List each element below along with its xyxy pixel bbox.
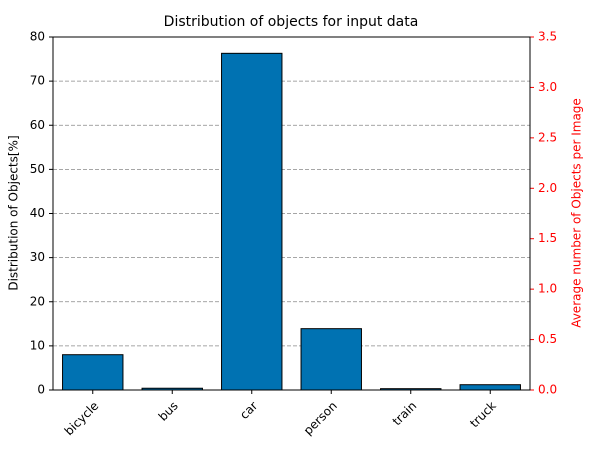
y2-axis-label: Average number of Objects per Image bbox=[570, 98, 584, 328]
y-tick-label: 80 bbox=[30, 30, 45, 44]
x-tick-label: train bbox=[390, 399, 420, 429]
x-tick-label: bus bbox=[156, 399, 181, 424]
y-tick-label: 20 bbox=[30, 294, 45, 308]
y2-tick-label: 0.0 bbox=[538, 383, 557, 397]
y-tick-label: 0 bbox=[37, 383, 45, 397]
y2-tick-label: 3.5 bbox=[538, 30, 557, 44]
y2-tick-label: 3.0 bbox=[538, 80, 557, 94]
plot-frame bbox=[52, 36, 531, 391]
y2-tick-label: 1.0 bbox=[538, 282, 557, 296]
chart-title: Distribution of objects for input data bbox=[164, 14, 419, 30]
y-tick-label: 10 bbox=[30, 338, 45, 352]
y2-tick-label: 1.5 bbox=[538, 231, 557, 245]
y-tick-label: 50 bbox=[30, 162, 45, 176]
y2-tick-label: 0.5 bbox=[538, 332, 557, 346]
y-tick-label: 60 bbox=[30, 118, 45, 132]
bar bbox=[221, 52, 283, 391]
x-tick-label: bicycle bbox=[62, 399, 102, 439]
x-tick-label: truck bbox=[467, 399, 499, 431]
bar bbox=[459, 384, 521, 391]
y-tick-label: 70 bbox=[30, 74, 45, 88]
y2-tick-label: 2.0 bbox=[538, 181, 557, 195]
y-axis-label: Distribution of Objects[%] bbox=[7, 135, 21, 290]
bar bbox=[62, 354, 124, 391]
y-tick-label: 40 bbox=[30, 206, 45, 220]
y2-tick-label: 2.5 bbox=[538, 130, 557, 144]
bar bbox=[300, 328, 362, 391]
y-tick-label: 30 bbox=[30, 250, 45, 264]
x-tick-label: car bbox=[237, 399, 260, 422]
x-tick-label: person bbox=[301, 399, 340, 438]
